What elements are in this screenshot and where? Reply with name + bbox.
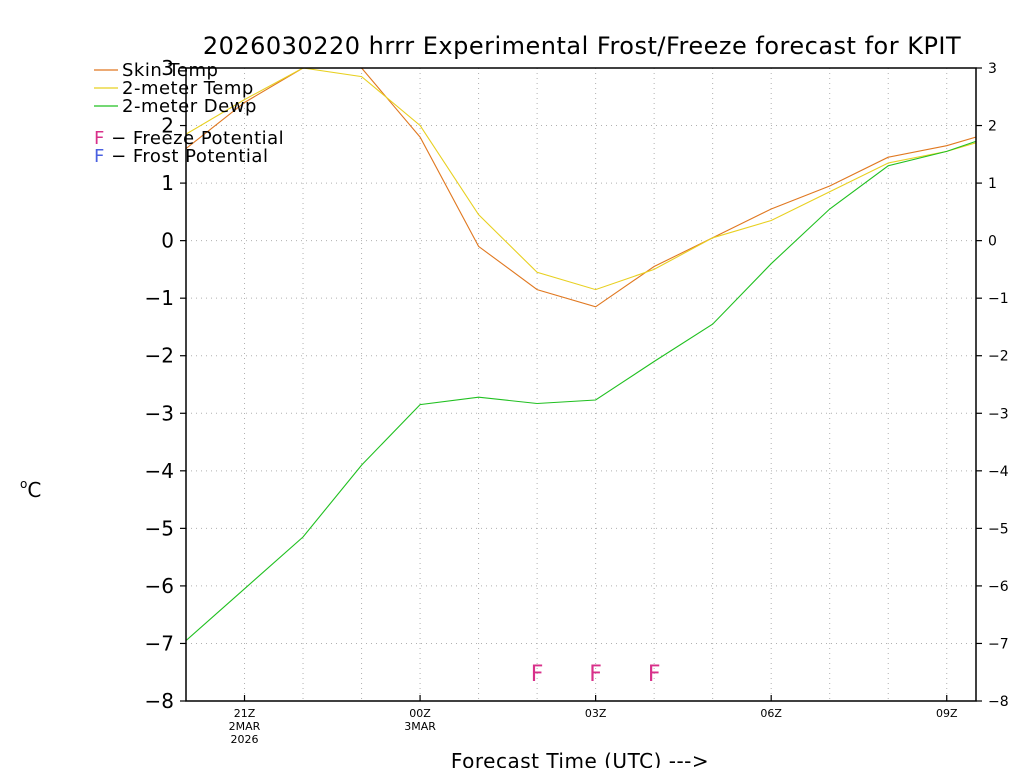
- y-tick-label-right: −2: [988, 349, 1009, 365]
- y-tick-label-right: −3: [988, 406, 1009, 422]
- axis-ticks: −8 −8 −7 −7 −6 −6 −5 −5 −4 −4 −3 −3 −2 −2 −1 −1 0 0 1 1 2 2 3 3…: [145, 56, 1009, 746]
- y-axis-label-unit: C: [27, 478, 41, 502]
- potential-legend-label: − Freeze Potential: [105, 128, 284, 149]
- x-tick-label: 06Z: [760, 707, 782, 720]
- legend-label: Skin Temp: [122, 60, 218, 81]
- y-tick-label-right: 3: [988, 61, 997, 77]
- y-tick-label-left: −6: [145, 574, 174, 598]
- legend-label: 2-meter Temp: [122, 78, 254, 99]
- y-tick-label-right: −6: [988, 579, 1009, 595]
- gridlines: [186, 68, 976, 701]
- potential-legend-symbol: F: [94, 146, 105, 167]
- y-tick-label-left: −3: [145, 401, 174, 425]
- y-tick-label-left: −4: [145, 459, 174, 483]
- y-tick-label-left: −1: [145, 286, 174, 310]
- y-tick-label-right: 1: [988, 176, 997, 192]
- y-tick-label-right: −4: [988, 464, 1009, 480]
- y-tick-label-left: −2: [145, 344, 174, 368]
- x-tick-label: 03Z: [585, 707, 607, 720]
- y-tick-label-left: −5: [145, 516, 174, 540]
- potential-legend-entry: F − Freeze Potential: [94, 128, 284, 149]
- y-tick-label-left: 1: [161, 171, 174, 195]
- x-tick-label: 2MAR: [229, 720, 261, 733]
- x-tick-label: 21Z: [234, 707, 256, 720]
- chart-title: 2026030220 hrrr Experimental Frost/Freez…: [203, 32, 961, 60]
- plot-frame: [185, 67, 977, 702]
- y-tick-label-left: 0: [161, 229, 174, 253]
- y-tick-label-right: 2: [988, 119, 997, 135]
- y-tick-label-right: 0: [988, 234, 997, 250]
- potential-legend-entry: F − Frost Potential: [94, 146, 268, 167]
- potential-legend-symbol: F: [94, 128, 105, 149]
- series-layer: [186, 68, 976, 642]
- y-tick-label-right: −7: [988, 636, 1009, 652]
- x-tick-label: 00Z: [409, 707, 431, 720]
- y-tick-label-right: −1: [988, 291, 1009, 307]
- freeze-flag: F: [531, 662, 544, 687]
- potential-legend-label: − Frost Potential: [105, 146, 269, 167]
- y-tick-label-left: 3: [161, 56, 174, 80]
- x-tick-label: 09Z: [936, 707, 958, 720]
- series-line-2-meter-dewp: [186, 140, 976, 642]
- series-line-skin-temp: [186, 68, 976, 308]
- y-tick-label-left: −8: [145, 689, 174, 713]
- freeze-flag: F: [648, 662, 661, 687]
- legend-label: 2-meter Dewp: [122, 96, 257, 117]
- x-tick-label: 2026: [231, 733, 259, 746]
- x-axis-label: Forecast Time (UTC) --->: [451, 749, 709, 768]
- y-tick-label-right: −5: [988, 521, 1009, 537]
- freeze-flag: F: [589, 662, 602, 687]
- y-tick-label-right: −8: [988, 694, 1009, 710]
- y-tick-label-left: 2: [161, 114, 174, 138]
- y-axis-label: oC: [20, 477, 41, 502]
- series-line-2-meter-temp: [186, 68, 976, 291]
- x-tick-label: 3MAR: [404, 720, 436, 733]
- y-tick-label-left: −7: [145, 631, 174, 655]
- y-axis-label-degree: o: [20, 477, 27, 491]
